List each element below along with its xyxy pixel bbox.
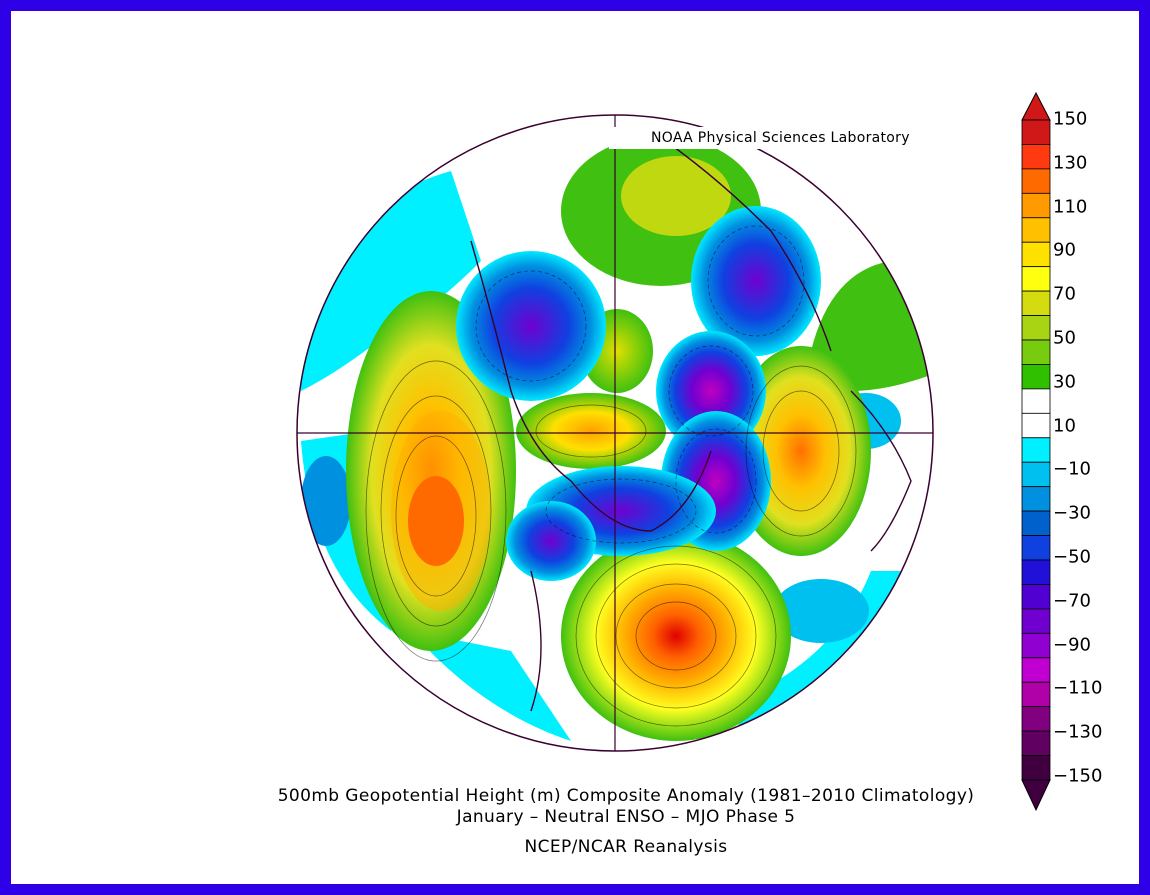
colorbar-swatch bbox=[1021, 681, 1051, 708]
colorbar-swatch bbox=[1021, 339, 1051, 365]
colorbar-label: 150 bbox=[1053, 108, 1088, 130]
colorbar-label: −130 bbox=[1053, 721, 1103, 743]
credit-label: NOAA Physical Sciences Laboratory bbox=[609, 127, 949, 149]
colorbar-label: −70 bbox=[1053, 590, 1091, 612]
colorbar-label: −50 bbox=[1053, 546, 1091, 568]
colorbar-label: −150 bbox=[1053, 765, 1103, 787]
colorbar-label: −10 bbox=[1053, 458, 1091, 480]
chart-title: 500mb Geopotential Height (m) Composite … bbox=[277, 786, 975, 806]
colorbar-swatch bbox=[1021, 266, 1051, 292]
colorbar-label: −90 bbox=[1053, 634, 1091, 656]
colorbar-swatch bbox=[1021, 486, 1051, 512]
colorbar-label: −30 bbox=[1053, 502, 1091, 524]
polar-map bbox=[296, 114, 934, 752]
colorbar-swatch bbox=[1021, 657, 1051, 683]
colorbar-swatch bbox=[1021, 168, 1051, 194]
colorbar-swatch bbox=[1021, 755, 1051, 781]
data-source: NCEP/NCAR Reanalysis bbox=[524, 837, 728, 857]
figure-frame: NOAA Physical Sciences Laboratory 500mb … bbox=[11, 11, 1139, 884]
colorbar-label: 30 bbox=[1053, 371, 1076, 393]
colorbar-label: 70 bbox=[1053, 283, 1076, 305]
colorbar-swatch bbox=[1021, 608, 1051, 634]
colorbar-swatch bbox=[1021, 217, 1051, 243]
colorbar-swatch bbox=[1021, 192, 1051, 219]
colorbar-label: 110 bbox=[1053, 196, 1088, 218]
colorbar-swatch bbox=[1021, 730, 1051, 756]
colorbar-label: 10 bbox=[1053, 415, 1076, 437]
colorbar-label: −110 bbox=[1053, 677, 1103, 699]
colorbar-swatch bbox=[1021, 559, 1051, 585]
colorbar-swatch bbox=[1021, 535, 1051, 561]
colorbar-swatch bbox=[1021, 632, 1051, 659]
colorbar-swatch bbox=[1021, 706, 1051, 732]
colorbar-label: 50 bbox=[1053, 327, 1076, 349]
colorbar-swatch bbox=[1021, 412, 1051, 439]
colorbar-swatch bbox=[1021, 144, 1051, 170]
colorbar-swatch bbox=[1021, 437, 1051, 463]
colorbar-swatch bbox=[1021, 119, 1051, 145]
colorbar bbox=[1021, 92, 1051, 812]
colorbar-swatch bbox=[1021, 315, 1051, 341]
colorbar-swatch bbox=[1021, 364, 1051, 390]
colorbar-swatch bbox=[1021, 461, 1051, 488]
colorbar-swatch bbox=[1021, 584, 1051, 610]
colorbar-swatch bbox=[1021, 290, 1051, 316]
colorbar-label: 90 bbox=[1053, 239, 1076, 261]
colorbar-swatch bbox=[1021, 388, 1051, 414]
chart-subtitle: January – Neutral ENSO – MJO Phase 5 bbox=[456, 807, 796, 827]
colorbar-label: 130 bbox=[1053, 152, 1088, 174]
colorbar-arrow-bottom bbox=[1021, 779, 1051, 812]
colorbar-swatch bbox=[1021, 241, 1051, 268]
colorbar-arrow-top bbox=[1021, 92, 1051, 121]
colorbar-swatch bbox=[1021, 510, 1051, 536]
